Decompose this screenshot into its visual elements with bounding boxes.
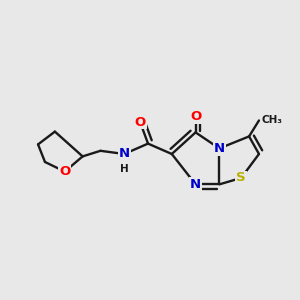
Text: O: O (59, 165, 70, 178)
Text: N: N (214, 142, 225, 155)
Text: O: O (134, 116, 146, 128)
Text: O: O (190, 110, 201, 123)
Text: N: N (190, 178, 201, 191)
Text: S: S (236, 172, 246, 184)
Text: N: N (119, 148, 130, 160)
Text: H: H (120, 164, 129, 174)
Text: CH₃: CH₃ (262, 116, 283, 125)
